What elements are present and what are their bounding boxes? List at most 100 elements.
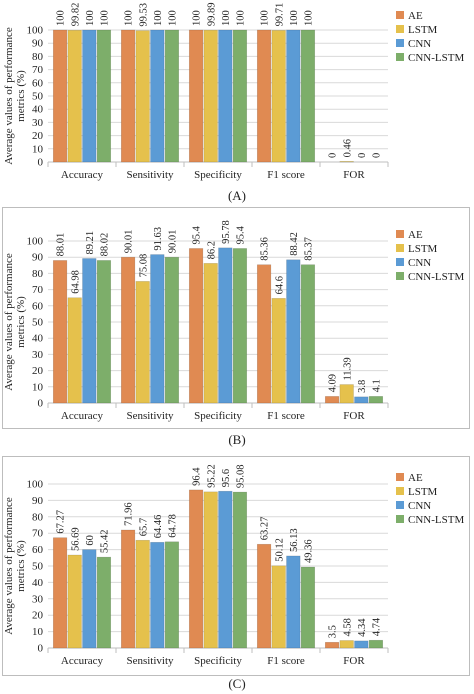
c0-data-label: 0 <box>328 153 339 158</box>
c2-data-label: 49.36 <box>304 539 315 563</box>
c2-bar-ae <box>52 537 68 649</box>
c2-data-label: 3.5 <box>328 625 339 638</box>
c2-bar-lstm <box>271 565 286 649</box>
c0-bar-cnn <box>82 29 97 163</box>
c0-data-label: 0 <box>357 153 368 158</box>
chart-c: 0 10 20 30 40 50 60 70 80 90 100 Average values of … <box>3 464 464 667</box>
c0-y-axis-label: metrics (%) <box>15 70 27 122</box>
c1-data-label: 88.42 <box>289 232 300 256</box>
c0-legend-swatch-ae <box>396 11 404 19</box>
c2-y-tick-label: 70 <box>32 528 44 540</box>
c0-bar-ae <box>120 29 136 163</box>
c2-bar-ae <box>120 529 136 649</box>
c0-x-tick-label: Accuracy <box>61 169 104 181</box>
c2-legend-label: CNN-LSTM <box>408 514 464 526</box>
c1-y-tick-label: 70 <box>32 284 44 296</box>
c2-y-tick-label: 100 <box>27 479 44 491</box>
c1-y-tick-label: 30 <box>32 349 44 361</box>
c2-bar-lstm <box>135 539 150 649</box>
c1-legend-label: CNN <box>408 257 431 269</box>
c1-x-tick-label: F1 score <box>267 410 305 422</box>
c1-x-tick-label: FOR <box>343 410 365 422</box>
c1-y-tick-label: 50 <box>32 317 44 329</box>
c0-y-tick-label: 100 <box>27 25 44 37</box>
c2-data-label: 95.22 <box>206 464 217 488</box>
c1-bar-cnn-lstm <box>232 248 248 404</box>
c2-data-label: 96.4 <box>192 467 203 486</box>
c2-data-label: 56.69 <box>70 527 81 551</box>
c2-bar-cnn <box>150 541 165 649</box>
c0-data-label: 100 <box>192 10 203 26</box>
c1-data-label: 88.02 <box>100 233 111 257</box>
c1-data-label: 88.01 <box>56 233 67 257</box>
c0-legend-label: CNN <box>408 38 431 50</box>
c2-data-label: 56.13 <box>289 528 300 552</box>
c2-bar-ae <box>256 543 272 649</box>
chart-frame-c <box>2 456 470 676</box>
c1-y-tick-label: 90 <box>32 252 44 264</box>
c2-y-tick-label: 0 <box>38 643 44 655</box>
c1-data-label: 90.01 <box>168 230 179 254</box>
c1-data-label: 90.01 <box>124 230 135 254</box>
c0-bar-cnn <box>286 29 301 163</box>
c1-y-tick-label: 100 <box>27 236 44 248</box>
c1-y-axis-label: Average values of performance <box>3 253 15 391</box>
c0-bar-cnn-lstm <box>164 29 180 163</box>
c0-legend-swatch-cnn-lstm <box>396 53 404 61</box>
c1-legend-swatch-ae <box>396 230 404 238</box>
c0-data-label: 100 <box>56 10 67 26</box>
c1-data-label: 4.1 <box>372 379 383 392</box>
c0-bar-ae <box>188 29 204 163</box>
c0-data-label: 100 <box>260 10 271 26</box>
c1-y-tick-label: 10 <box>32 381 44 393</box>
c2-legend-label: AE <box>408 472 423 484</box>
c0-bar-cnn-lstm <box>300 29 316 163</box>
c1-bar-lstm <box>67 297 82 404</box>
c2-y-tick-label: 50 <box>32 561 44 573</box>
c2-data-label: 4.74 <box>372 617 383 636</box>
c2-data-label: 95.6 <box>221 469 232 487</box>
c1-data-label: 95.4 <box>192 225 203 244</box>
c2-y-tick-label: 80 <box>32 511 44 523</box>
c0-y-tick-label: 10 <box>32 143 44 155</box>
c2-legend-label: LSTM <box>408 486 438 498</box>
c2-legend-label: CNN <box>408 500 431 512</box>
c1-bar-cnn <box>150 254 165 404</box>
chart-panel-b: 0 10 20 30 40 50 60 70 80 90 100 Average values of … <box>0 207 474 457</box>
c2-legend-swatch-cnn <box>396 501 404 509</box>
c0-y-tick-label: 30 <box>32 117 44 129</box>
caption-b: (B) <box>228 432 246 447</box>
c0-y-tick-label: 0 <box>38 157 44 169</box>
c2-y-tick-label: 90 <box>32 495 44 507</box>
c2-legend-swatch-ae <box>396 473 404 481</box>
c2-y-axis-label: metrics (%) <box>15 540 27 592</box>
c2-data-label: 65.7 <box>138 518 149 536</box>
c2-data-label: 95.08 <box>236 464 247 488</box>
c1-legend-swatch-cnn <box>396 258 404 266</box>
c1-data-label: 86.2 <box>206 241 217 259</box>
c2-x-tick-label: FOR <box>343 655 365 667</box>
c0-data-label: 0.46 <box>342 139 353 157</box>
c0-data-label: 100 <box>153 10 164 26</box>
c2-data-label: 64.46 <box>153 515 164 539</box>
c2-bar-ae <box>324 641 340 649</box>
c2-bar-cnn <box>354 640 369 649</box>
c1-bar-cnn <box>218 247 233 404</box>
c2-data-label: 4.34 <box>357 618 368 637</box>
c1-bar-ae <box>324 396 340 404</box>
c1-bar-cnn-lstm <box>96 260 112 404</box>
c2-x-tick-label: Sensitivity <box>126 655 174 667</box>
c1-y-tick-label: 20 <box>32 365 44 377</box>
c0-bar-cnn <box>150 29 165 163</box>
c0-data-label: 99.82 <box>70 3 81 27</box>
c1-data-label: 75.08 <box>138 254 149 278</box>
caption-c: (C) <box>228 676 246 691</box>
c2-y-tick-label: 30 <box>32 593 44 605</box>
c0-x-tick-label: Sensitivity <box>126 169 174 181</box>
c1-y-tick-label: 40 <box>32 333 44 345</box>
c2-y-tick-label: 40 <box>32 577 44 589</box>
c1-x-tick-label: Accuracy <box>61 410 104 422</box>
c0-legend-swatch-lstm <box>396 25 404 33</box>
c2-data-label: 71.96 <box>124 502 135 526</box>
